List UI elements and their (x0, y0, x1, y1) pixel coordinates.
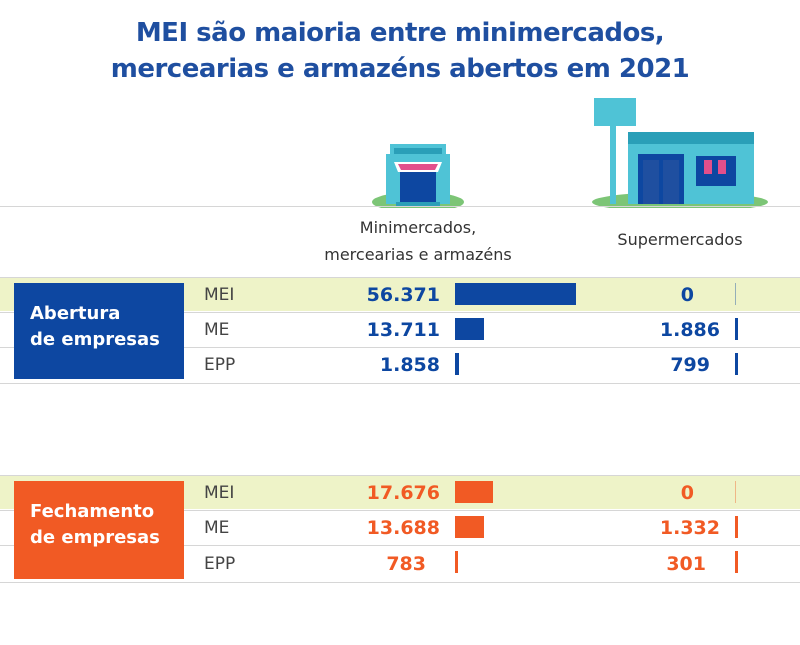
value-fechamento-minimercados-epp: 783 (386, 553, 426, 575)
bar-fechamento-supermercados-mei (735, 481, 736, 503)
group-label-abertura: Abertura de empresas (14, 283, 184, 379)
bar-abertura-supermercados-me (735, 318, 738, 340)
bar-abertura-minimercados-mei (455, 283, 576, 305)
category-label-fechamento-epp: EPP (204, 554, 236, 574)
value-abertura-supermercados-epp: 799 (670, 354, 710, 376)
value-fechamento-supermercados-epp: 301 (666, 553, 706, 575)
category-label-abertura-me: ME (204, 320, 230, 340)
column-header-supermercados: Supermercados (617, 230, 743, 249)
value-fechamento-supermercados-mei: 0 (680, 482, 694, 504)
column-header-minimercados-line-1: Minimercados, (359, 218, 477, 237)
group-label-fechamento: Fechamento de empresas (14, 481, 184, 579)
value-abertura-minimercados-mei: 56.371 (366, 284, 440, 306)
bar-fechamento-minimercados-epp (455, 551, 458, 573)
bar-fechamento-minimercados-me (455, 516, 484, 538)
value-abertura-minimercados-me: 13.711 (366, 319, 440, 341)
value-abertura-minimercados-epp: 1.858 (379, 354, 440, 376)
column-header-minimercados-line-2: mercearias e armazéns (324, 245, 512, 264)
value-abertura-supermercados-mei: 0 (680, 284, 694, 306)
category-label-abertura-epp: EPP (204, 355, 236, 375)
value-fechamento-supermercados-me: 1.332 (659, 517, 720, 539)
group-label-abertura-line-1: Abertura (30, 303, 121, 324)
small-store-icon (372, 144, 464, 208)
bar-fechamento-supermercados-epp (735, 551, 738, 573)
supermarket-icon (592, 98, 768, 208)
value-fechamento-minimercados-mei: 17.676 (366, 482, 440, 504)
bar-abertura-supermercados-mei (735, 283, 736, 305)
category-label-fechamento-me: ME (204, 518, 230, 538)
chart-title-line-2: mercearias e armazéns abertos em 2021 (110, 54, 690, 84)
chart-title-line-1: MEI são maioria entre minimercados, (135, 18, 665, 48)
bar-abertura-minimercados-me (455, 318, 484, 340)
bar-abertura-minimercados-epp (455, 353, 459, 375)
group-label-abertura-line-2: de empresas (30, 329, 160, 350)
bar-fechamento-supermercados-me (735, 516, 738, 538)
category-label-fechamento-mei: MEI (204, 483, 235, 503)
bar-fechamento-minimercados-mei (455, 481, 493, 503)
group-label-fechamento-line-1: Fechamento (30, 501, 155, 522)
group-label-fechamento-line-2: de empresas (30, 527, 160, 548)
value-fechamento-minimercados-me: 13.688 (366, 517, 440, 539)
category-label-abertura-mei: MEI (204, 285, 235, 305)
value-abertura-supermercados-me: 1.886 (659, 319, 720, 341)
bar-abertura-supermercados-epp (735, 353, 738, 375)
